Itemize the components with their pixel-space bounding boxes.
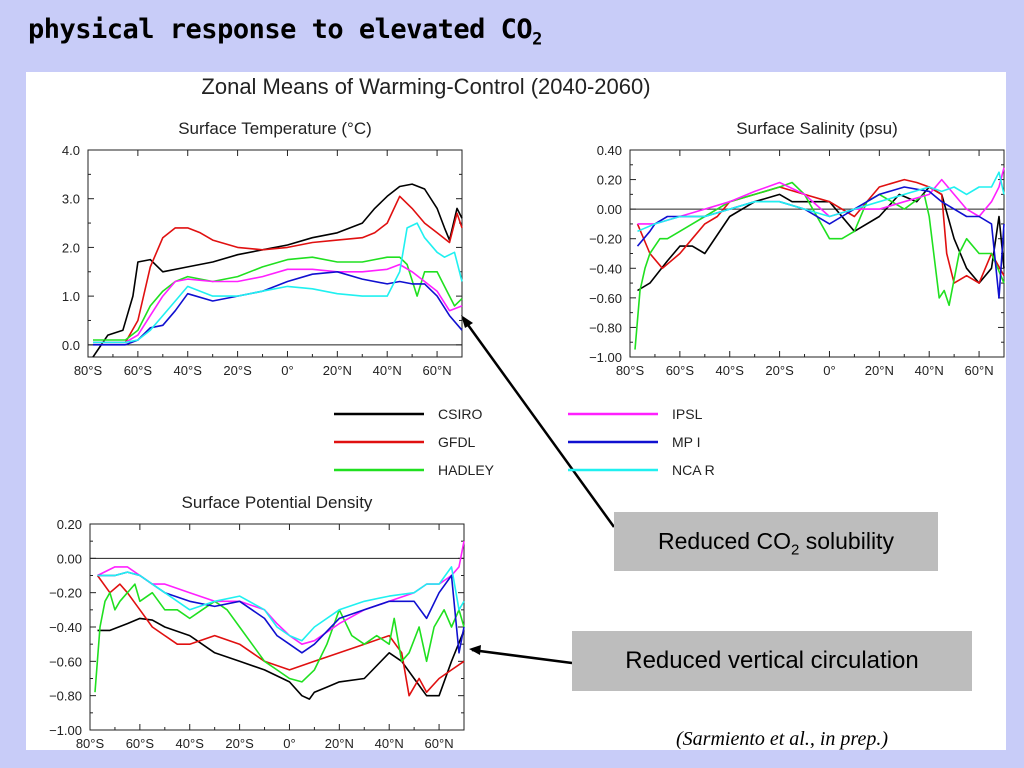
legend-item-hadley: HADLEY xyxy=(334,462,495,478)
callout-solubility-post: solubility xyxy=(799,528,894,554)
x-tick-label: 20°S xyxy=(225,736,254,750)
x-tick-label: 80°S xyxy=(74,363,103,378)
x-tick-label: 40°S xyxy=(176,736,205,750)
x-tick-label: 0° xyxy=(283,736,295,750)
arrow-solubility-head xyxy=(461,315,473,328)
legend-item-ipsl: IPSL xyxy=(568,406,703,422)
y-tick-label: −0.20 xyxy=(589,232,622,247)
legend-label: NCA R xyxy=(672,462,715,478)
chart-surface-salinity: Surface Salinity (psu) 0.40 0.20 0.00 −0.20 −… xyxy=(589,119,1004,378)
y-tick-label: 0.40 xyxy=(597,143,622,158)
x-tick-label: 20°N xyxy=(865,363,894,378)
y-tick-label: 4.0 xyxy=(62,143,80,158)
x-tick-label: 40°S xyxy=(716,363,745,378)
x-tick-label: 60°N xyxy=(965,363,994,378)
x-tick-label: 80°S xyxy=(616,363,645,378)
x-tick-label: 60°N xyxy=(423,363,452,378)
callout-reduced-co2-solubility: Reduced CO2 solubility xyxy=(614,512,938,571)
y-tick-label: −0.60 xyxy=(49,654,82,669)
y-tick-label: −0.60 xyxy=(589,291,622,306)
slide-title-text: physical response to elevated CO xyxy=(28,14,532,45)
y-tick-label: 3.0 xyxy=(62,192,80,207)
x-tick-label: 60°S xyxy=(126,736,155,750)
plot-frame xyxy=(630,150,1004,357)
y-tick-label: −0.80 xyxy=(589,320,622,335)
y-tick-label: 1.0 xyxy=(62,289,80,304)
chart-title-surface-salinity: Surface Salinity (psu) xyxy=(736,119,898,138)
y-tick-label: 0.20 xyxy=(597,173,622,188)
chart-surface-temperature: Surface Temperature (°C) 0.0 1.0 2.0 3.0 4.0 8… xyxy=(62,119,462,378)
x-tick-label: 60°S xyxy=(666,363,695,378)
y-tick-label: 0.20 xyxy=(57,517,82,532)
series-line-mpi xyxy=(638,187,1005,298)
legend-item-csiro: CSIRO xyxy=(334,406,482,422)
legend: CSIRO GFDL HADLEY IPSL MP I NCA R xyxy=(334,406,715,478)
x-tick-label: 80°S xyxy=(76,736,105,750)
y-tick-label: 0.0 xyxy=(62,338,80,353)
x-tick-label: 60°S xyxy=(124,363,153,378)
callout-solubility-pre: Reduced CO xyxy=(658,528,791,554)
citation: (Sarmiento et al., in prep.) xyxy=(676,728,888,751)
x-tick-label: 40°S xyxy=(174,363,203,378)
legend-item-mpi: MP I xyxy=(568,434,701,450)
series-line-ncar xyxy=(98,567,465,641)
y-tick-label: −0.40 xyxy=(49,620,82,635)
legend-label: GFDL xyxy=(438,434,476,450)
slide-title: physical response to elevated CO2 xyxy=(28,14,542,49)
arrow-circulation-head xyxy=(469,645,481,655)
chart-title-surface-temperature: Surface Temperature (°C) xyxy=(178,119,372,138)
y-tick-label: 0.00 xyxy=(57,551,82,566)
legend-label: HADLEY xyxy=(438,462,495,478)
arrow-circulation xyxy=(472,650,572,663)
legend-label: MP I xyxy=(672,434,701,450)
x-tick-label: 20°S xyxy=(223,363,252,378)
y-tick-label: 2.0 xyxy=(62,240,80,255)
y-tick-label: −0.80 xyxy=(49,689,82,704)
slide-title-subscript: 2 xyxy=(532,29,542,49)
x-tick-label: 20°N xyxy=(323,363,352,378)
x-tick-label: 60°N xyxy=(425,736,454,750)
chart-title-surface-potential-density: Surface Potential Density xyxy=(182,493,373,512)
x-tick-label: 20°S xyxy=(765,363,794,378)
x-tick-label: 0° xyxy=(823,363,835,378)
callout-reduced-vertical-circulation: Reduced vertical circulation xyxy=(572,631,972,691)
x-tick-label: 40°N xyxy=(375,736,404,750)
legend-item-ncar: NCA R xyxy=(568,462,715,478)
series-line-gfdl xyxy=(638,180,1005,284)
figure-supertitle: Zonal Means of Warming-Control (2040-206… xyxy=(201,74,650,99)
series-line-ipsl xyxy=(638,168,1005,224)
series-line-hadley xyxy=(93,257,462,340)
x-tick-label: 40°N xyxy=(373,363,402,378)
legend-item-gfdl: GFDL xyxy=(334,434,476,450)
x-tick-label: 0° xyxy=(281,363,293,378)
x-tick-label: 20°N xyxy=(325,736,354,750)
legend-label: IPSL xyxy=(672,406,703,422)
y-tick-label: −0.40 xyxy=(589,261,622,276)
legend-label: CSIRO xyxy=(438,406,482,422)
y-tick-label: −0.20 xyxy=(49,586,82,601)
x-tick-label: 40°N xyxy=(915,363,944,378)
chart-surface-potential-density: Surface Potential Density 0.20 0.00 −0.20 −0… xyxy=(49,493,464,750)
y-tick-label: 0.00 xyxy=(597,202,622,217)
